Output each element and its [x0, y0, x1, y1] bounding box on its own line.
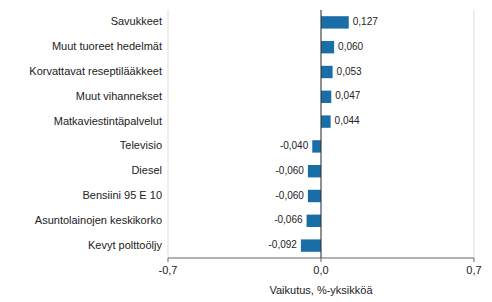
category-label: Televisio [120, 139, 162, 151]
bar [307, 215, 321, 227]
bar [308, 165, 321, 177]
data-label: -0,040 [280, 140, 309, 151]
tick-mark [474, 258, 475, 262]
bar [321, 91, 331, 103]
data-label: 0,060 [338, 41, 363, 52]
tick-mark [168, 258, 169, 262]
grid-line [168, 10, 169, 258]
bar [321, 16, 349, 28]
bar [308, 190, 321, 202]
data-labels: -0,092 -0,066 -0,060 -0,060 -0,040 0,044 0,047… [269, 16, 379, 250]
zero-line [321, 10, 322, 258]
category-label: Muut tuoreet hedelmät [52, 40, 162, 52]
bar [321, 41, 334, 53]
bar [301, 239, 321, 251]
data-label: 0,053 [337, 66, 362, 77]
grid-line [474, 10, 475, 258]
grid-line [321, 10, 322, 258]
data-label: 0,047 [335, 90, 360, 101]
category-label: Diesel [131, 164, 162, 176]
category-label: Matkaviestintäpalvelut [54, 115, 162, 127]
tick-label: -0,7 [159, 264, 178, 276]
tick-mark [321, 258, 322, 262]
grid [168, 10, 474, 258]
category-label: Muut vihannekset [76, 90, 162, 102]
bar [321, 66, 333, 78]
data-label: -0,092 [269, 239, 298, 250]
chart-container: -0,7 0,0 0,7 Vaikutus, %-yksikköä Kevyt polt… [0, 0, 492, 302]
data-label: 0,044 [335, 115, 360, 126]
bar [312, 140, 321, 152]
data-label: -0,060 [276, 165, 305, 176]
tick-label: 0,0 [313, 264, 328, 276]
category-label: Kevyt polttoöljy [88, 239, 162, 251]
tick-label: 0,7 [466, 264, 481, 276]
y-axis: Kevyt polttoöljy Asuntolainojen keskikork… [29, 15, 162, 250]
chart-svg: -0,7 0,0 0,7 Vaikutus, %-yksikköä Kevyt polt… [0, 0, 492, 302]
x-axis: -0,7 0,0 0,7 [159, 258, 482, 276]
category-label: Savukkeet [111, 15, 162, 27]
category-label: Asuntolainojen keskikorko [35, 214, 162, 226]
data-label: -0,066 [274, 214, 303, 225]
data-label: -0,060 [276, 190, 305, 201]
bar [321, 115, 331, 127]
x-axis-label: Vaikutus, %-yksikköä [269, 284, 373, 296]
data-label: 0,127 [353, 16, 378, 27]
category-label: Bensiini 95 E 10 [83, 189, 163, 201]
category-label: Korvattavat reseptilääkkeet [29, 65, 162, 77]
